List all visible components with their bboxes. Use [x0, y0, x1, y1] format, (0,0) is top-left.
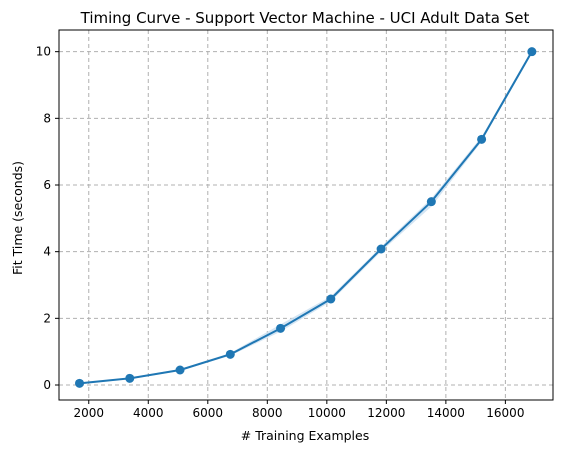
x-tick-label: 12000 [367, 406, 405, 420]
y-tick-label: 10 [36, 45, 51, 59]
x-tick-label: 16000 [486, 406, 524, 420]
y-tick-label: 6 [43, 178, 51, 192]
y-axis-label: Fit Time (seconds) [10, 161, 25, 275]
confidence-band-layer [79, 50, 532, 384]
data-point [527, 47, 537, 57]
data-point [75, 378, 85, 388]
y-tick-label: 4 [43, 245, 51, 259]
data-point [376, 244, 386, 254]
plot-frame [58, 29, 554, 401]
x-tick-label: 14000 [427, 406, 465, 420]
fit-time-series-line [79, 51, 533, 385]
x-tick-label: 2000 [73, 406, 104, 420]
y-tick-label: 8 [43, 111, 51, 125]
data-point [175, 365, 185, 375]
x-axis-label: # Training Examples [241, 428, 370, 443]
data-point [426, 197, 436, 207]
grid-layer [59, 30, 553, 400]
y-tick-label: 2 [43, 311, 51, 325]
data-point [225, 349, 235, 359]
data-point-layer [75, 47, 537, 388]
x-tick-label: 8000 [252, 406, 283, 420]
tick-layer: 2000 4000 6000 8000 10000 12000 14000 16000 0 2 4 6… [36, 45, 525, 420]
x-tick-label: 10000 [308, 406, 346, 420]
x-tick-label: 6000 [193, 406, 224, 420]
y-tick-label: 0 [43, 378, 51, 392]
chart-title: Timing Curve - Support Vector Machine - … [80, 9, 530, 27]
data-point [276, 323, 286, 333]
data-point [477, 134, 487, 144]
series-line-layer [79, 51, 533, 385]
data-point [125, 373, 135, 383]
data-point [326, 294, 336, 304]
fit-time-confidence-band [79, 50, 532, 384]
x-tick-label: 4000 [133, 406, 164, 420]
